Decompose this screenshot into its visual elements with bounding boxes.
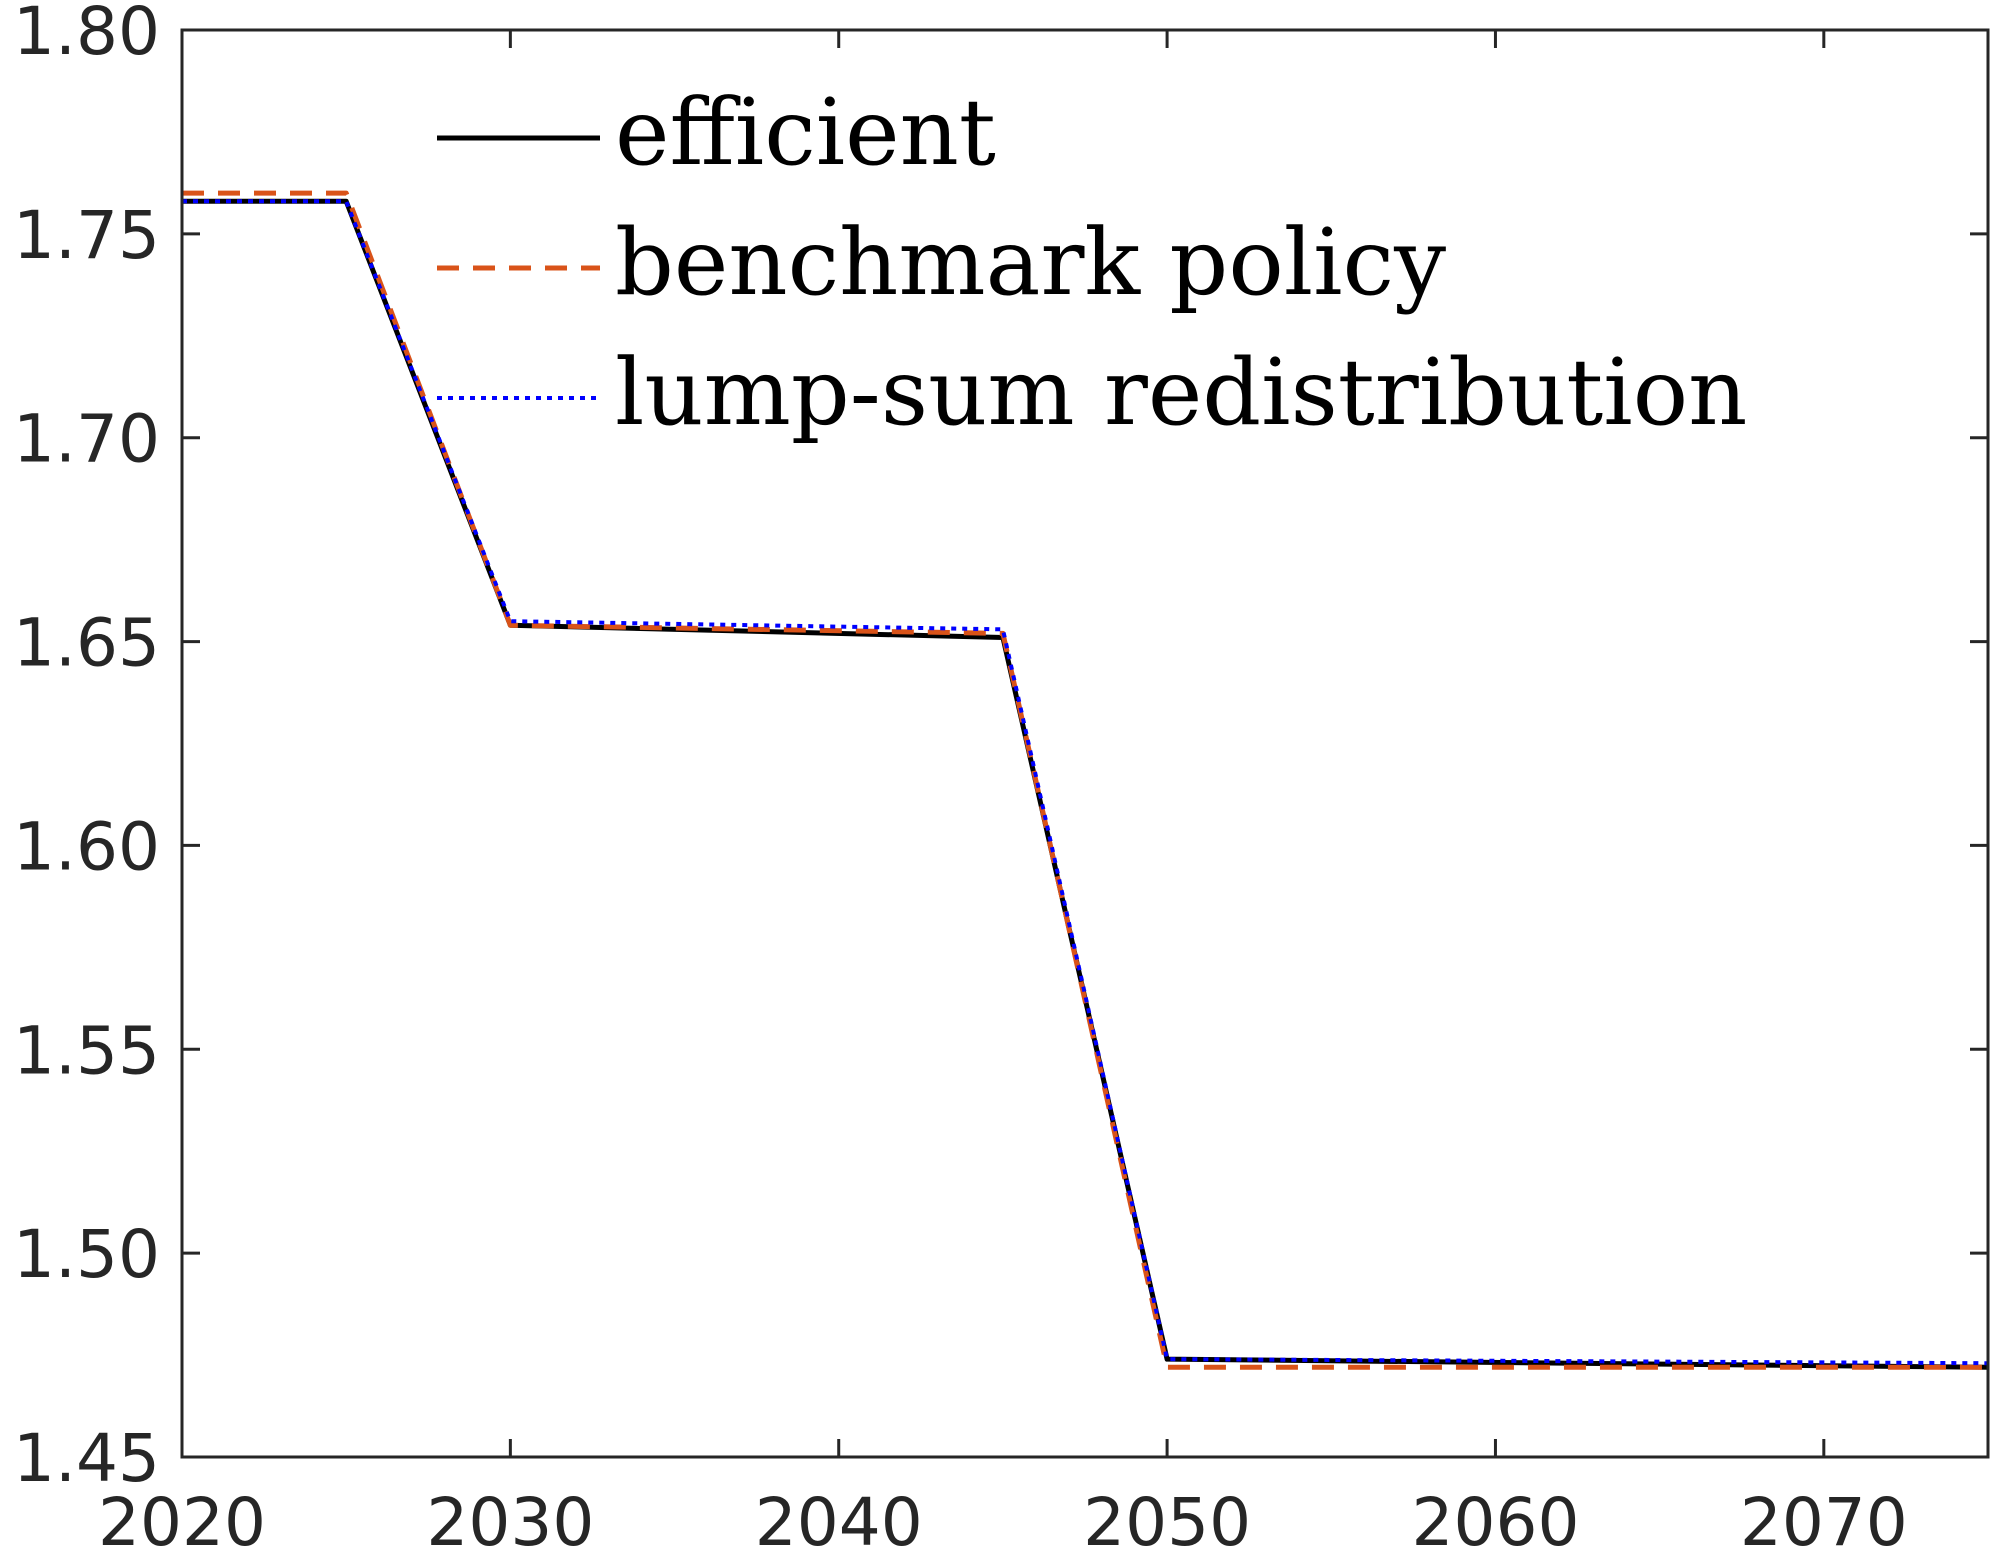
- x-tick-label: 2070: [1740, 1484, 1908, 1554]
- y-tick-label: 1.70: [13, 401, 160, 478]
- legend-label: benchmark policy: [615, 209, 1446, 316]
- series-line-lump-sum-redistribution: [182, 199, 1989, 1366]
- x-tick-label: 2020: [98, 1484, 266, 1554]
- y-tick-label: 1.50: [13, 1216, 160, 1293]
- axis-tick-labels: 2020 2030 2040 2050 2060 2070 1.45 1.50 1.55 1.60…: [13, 0, 1908, 1554]
- x-tick-label: 2040: [755, 1484, 923, 1554]
- plot-lines: [182, 190, 1989, 1370]
- y-tick-label: 1.65: [13, 605, 160, 682]
- x-tick-label: 2050: [1083, 1484, 1251, 1554]
- y-tick-label: 1.60: [13, 808, 160, 885]
- series-line-benchmark-policy: [182, 190, 1988, 1370]
- legend-label: lump-sum redistribution: [615, 339, 1747, 446]
- legend: efficient benchmark policy lump-sum redist…: [437, 79, 1747, 446]
- legend-label: efficient: [615, 79, 996, 186]
- axis-ticks: [180, 28, 1988, 1459]
- y-tick-label: 1.45: [13, 1420, 160, 1497]
- x-tick-label: 2030: [426, 1484, 594, 1554]
- y-tick-label: 1.75: [13, 197, 160, 274]
- x-tick-label: 2060: [1411, 1484, 1579, 1554]
- y-tick-label: 1.55: [13, 1012, 160, 1089]
- axes-box: [180, 28, 1990, 1459]
- y-tick-label: 1.80: [13, 0, 160, 70]
